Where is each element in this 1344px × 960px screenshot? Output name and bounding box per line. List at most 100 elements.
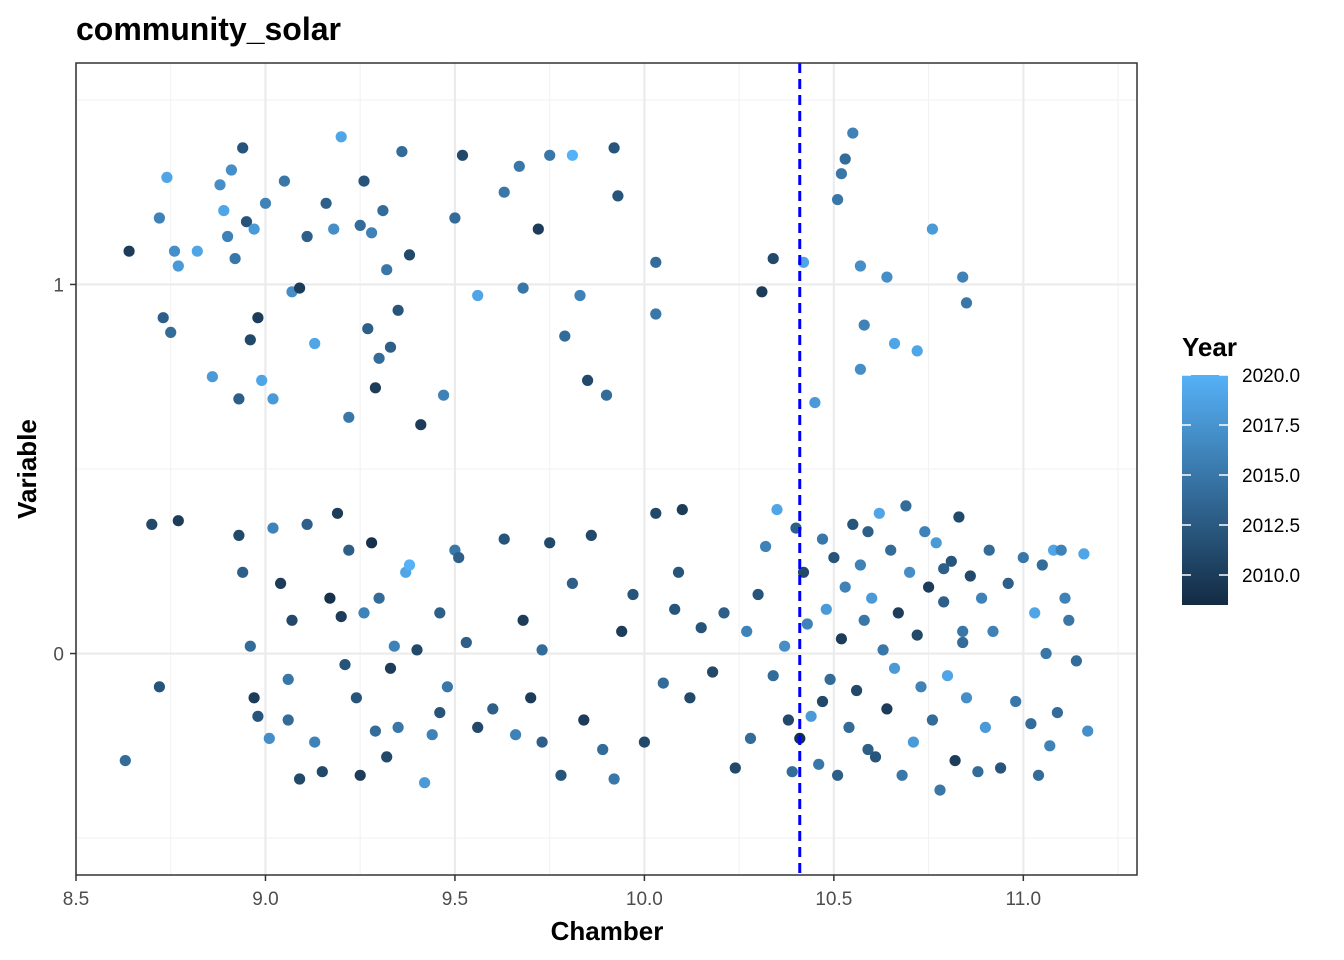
x-tick-label: 8.5: [63, 889, 89, 910]
data-point: [760, 540, 772, 553]
legend-colorbar: [1182, 375, 1228, 605]
data-point: [153, 212, 165, 224]
data-point: [218, 205, 230, 217]
data-point: [509, 729, 522, 741]
legend-ticks: 2020.0 2017.5 2015.0 2012.5 2010.0: [1182, 366, 1300, 587]
data-point: [744, 732, 757, 745]
data-point: [832, 194, 844, 206]
data-point: [608, 142, 620, 154]
data-point: [252, 312, 264, 324]
data-point: [801, 618, 813, 630]
data-point: [915, 681, 927, 693]
data-point: [896, 769, 908, 781]
data-point: [517, 282, 529, 294]
data-point: [267, 522, 279, 534]
y-axis-title: Variable: [12, 419, 42, 519]
data-point: [335, 611, 347, 623]
data-point: [900, 500, 912, 512]
data-point: [953, 511, 965, 523]
data-point: [1082, 725, 1094, 737]
color-legend: Year 2020.0 2017.5 2015.0 2012.5 2010.0: [1182, 332, 1300, 605]
data-point: [1036, 559, 1048, 571]
data-point: [119, 755, 131, 767]
data-point: [839, 153, 851, 165]
data-point: [835, 168, 848, 180]
data-point: [676, 504, 688, 516]
data-point: [608, 773, 620, 785]
data-point: [294, 773, 306, 785]
plot-panel: [74, 62, 1138, 876]
data-point: [672, 566, 685, 578]
data-point: [301, 230, 313, 243]
data-point: [1029, 607, 1041, 619]
data-point: [805, 710, 817, 722]
data-point: [995, 762, 1007, 774]
data-point: [544, 149, 556, 161]
x-tick-label: 11.0: [1006, 889, 1042, 910]
data-point: [1070, 655, 1082, 667]
data-point: [373, 352, 385, 364]
data-point: [888, 337, 901, 350]
data-point: [847, 518, 859, 531]
data-point: [873, 507, 885, 519]
data-point: [771, 504, 783, 516]
data-point: [381, 751, 393, 763]
data-point: [684, 692, 696, 704]
data-point: [517, 614, 529, 626]
data-point: [456, 149, 469, 161]
data-point: [259, 197, 272, 209]
data-point: [339, 659, 351, 671]
data-point: [532, 223, 544, 235]
y-tick-label: 1: [53, 275, 64, 296]
data-point: [869, 751, 882, 763]
data-point: [415, 419, 427, 431]
data-point: [252, 710, 264, 722]
data-point: [858, 614, 870, 626]
data-point: [172, 515, 184, 527]
data-point: [813, 758, 825, 770]
data-point: [820, 603, 832, 615]
data-point: [779, 640, 791, 652]
data-point: [650, 256, 662, 268]
data-point: [574, 289, 586, 302]
data-point: [237, 566, 249, 578]
data-point: [923, 581, 935, 593]
data-point: [172, 260, 184, 272]
data-point: [282, 673, 294, 686]
data-point: [123, 245, 135, 257]
data-point: [695, 622, 707, 634]
data-point: [650, 507, 662, 519]
data-point: [1040, 647, 1052, 660]
data-point: [858, 319, 870, 331]
data-point: [168, 245, 181, 257]
data-point: [358, 175, 370, 187]
data-point: [816, 695, 829, 708]
chart-title: community_solar: [76, 11, 341, 47]
data-point: [612, 190, 624, 202]
data-point: [377, 205, 389, 217]
data-point: [559, 330, 571, 342]
data-point: [309, 337, 321, 350]
data-point: [767, 670, 779, 682]
data-point: [828, 552, 840, 564]
data-point: [650, 308, 662, 320]
data-point: [1002, 577, 1014, 590]
data-point: [945, 555, 957, 567]
data-point: [941, 670, 954, 682]
data-point: [472, 289, 484, 302]
data-point: [441, 681, 453, 693]
data-point: [930, 537, 942, 549]
x-tick-label: 9.5: [442, 889, 468, 910]
data-point: [555, 769, 567, 781]
data-point: [366, 227, 378, 239]
x-tick-label: 10.0: [626, 889, 663, 910]
data-point: [384, 662, 397, 674]
data-point: [892, 607, 904, 619]
data-point: [976, 592, 988, 604]
data-point: [267, 393, 279, 405]
data-point: [369, 725, 381, 737]
data-points: [119, 127, 1094, 796]
data-point: [1051, 707, 1063, 719]
data-point: [960, 692, 973, 704]
data-point: [392, 721, 404, 734]
